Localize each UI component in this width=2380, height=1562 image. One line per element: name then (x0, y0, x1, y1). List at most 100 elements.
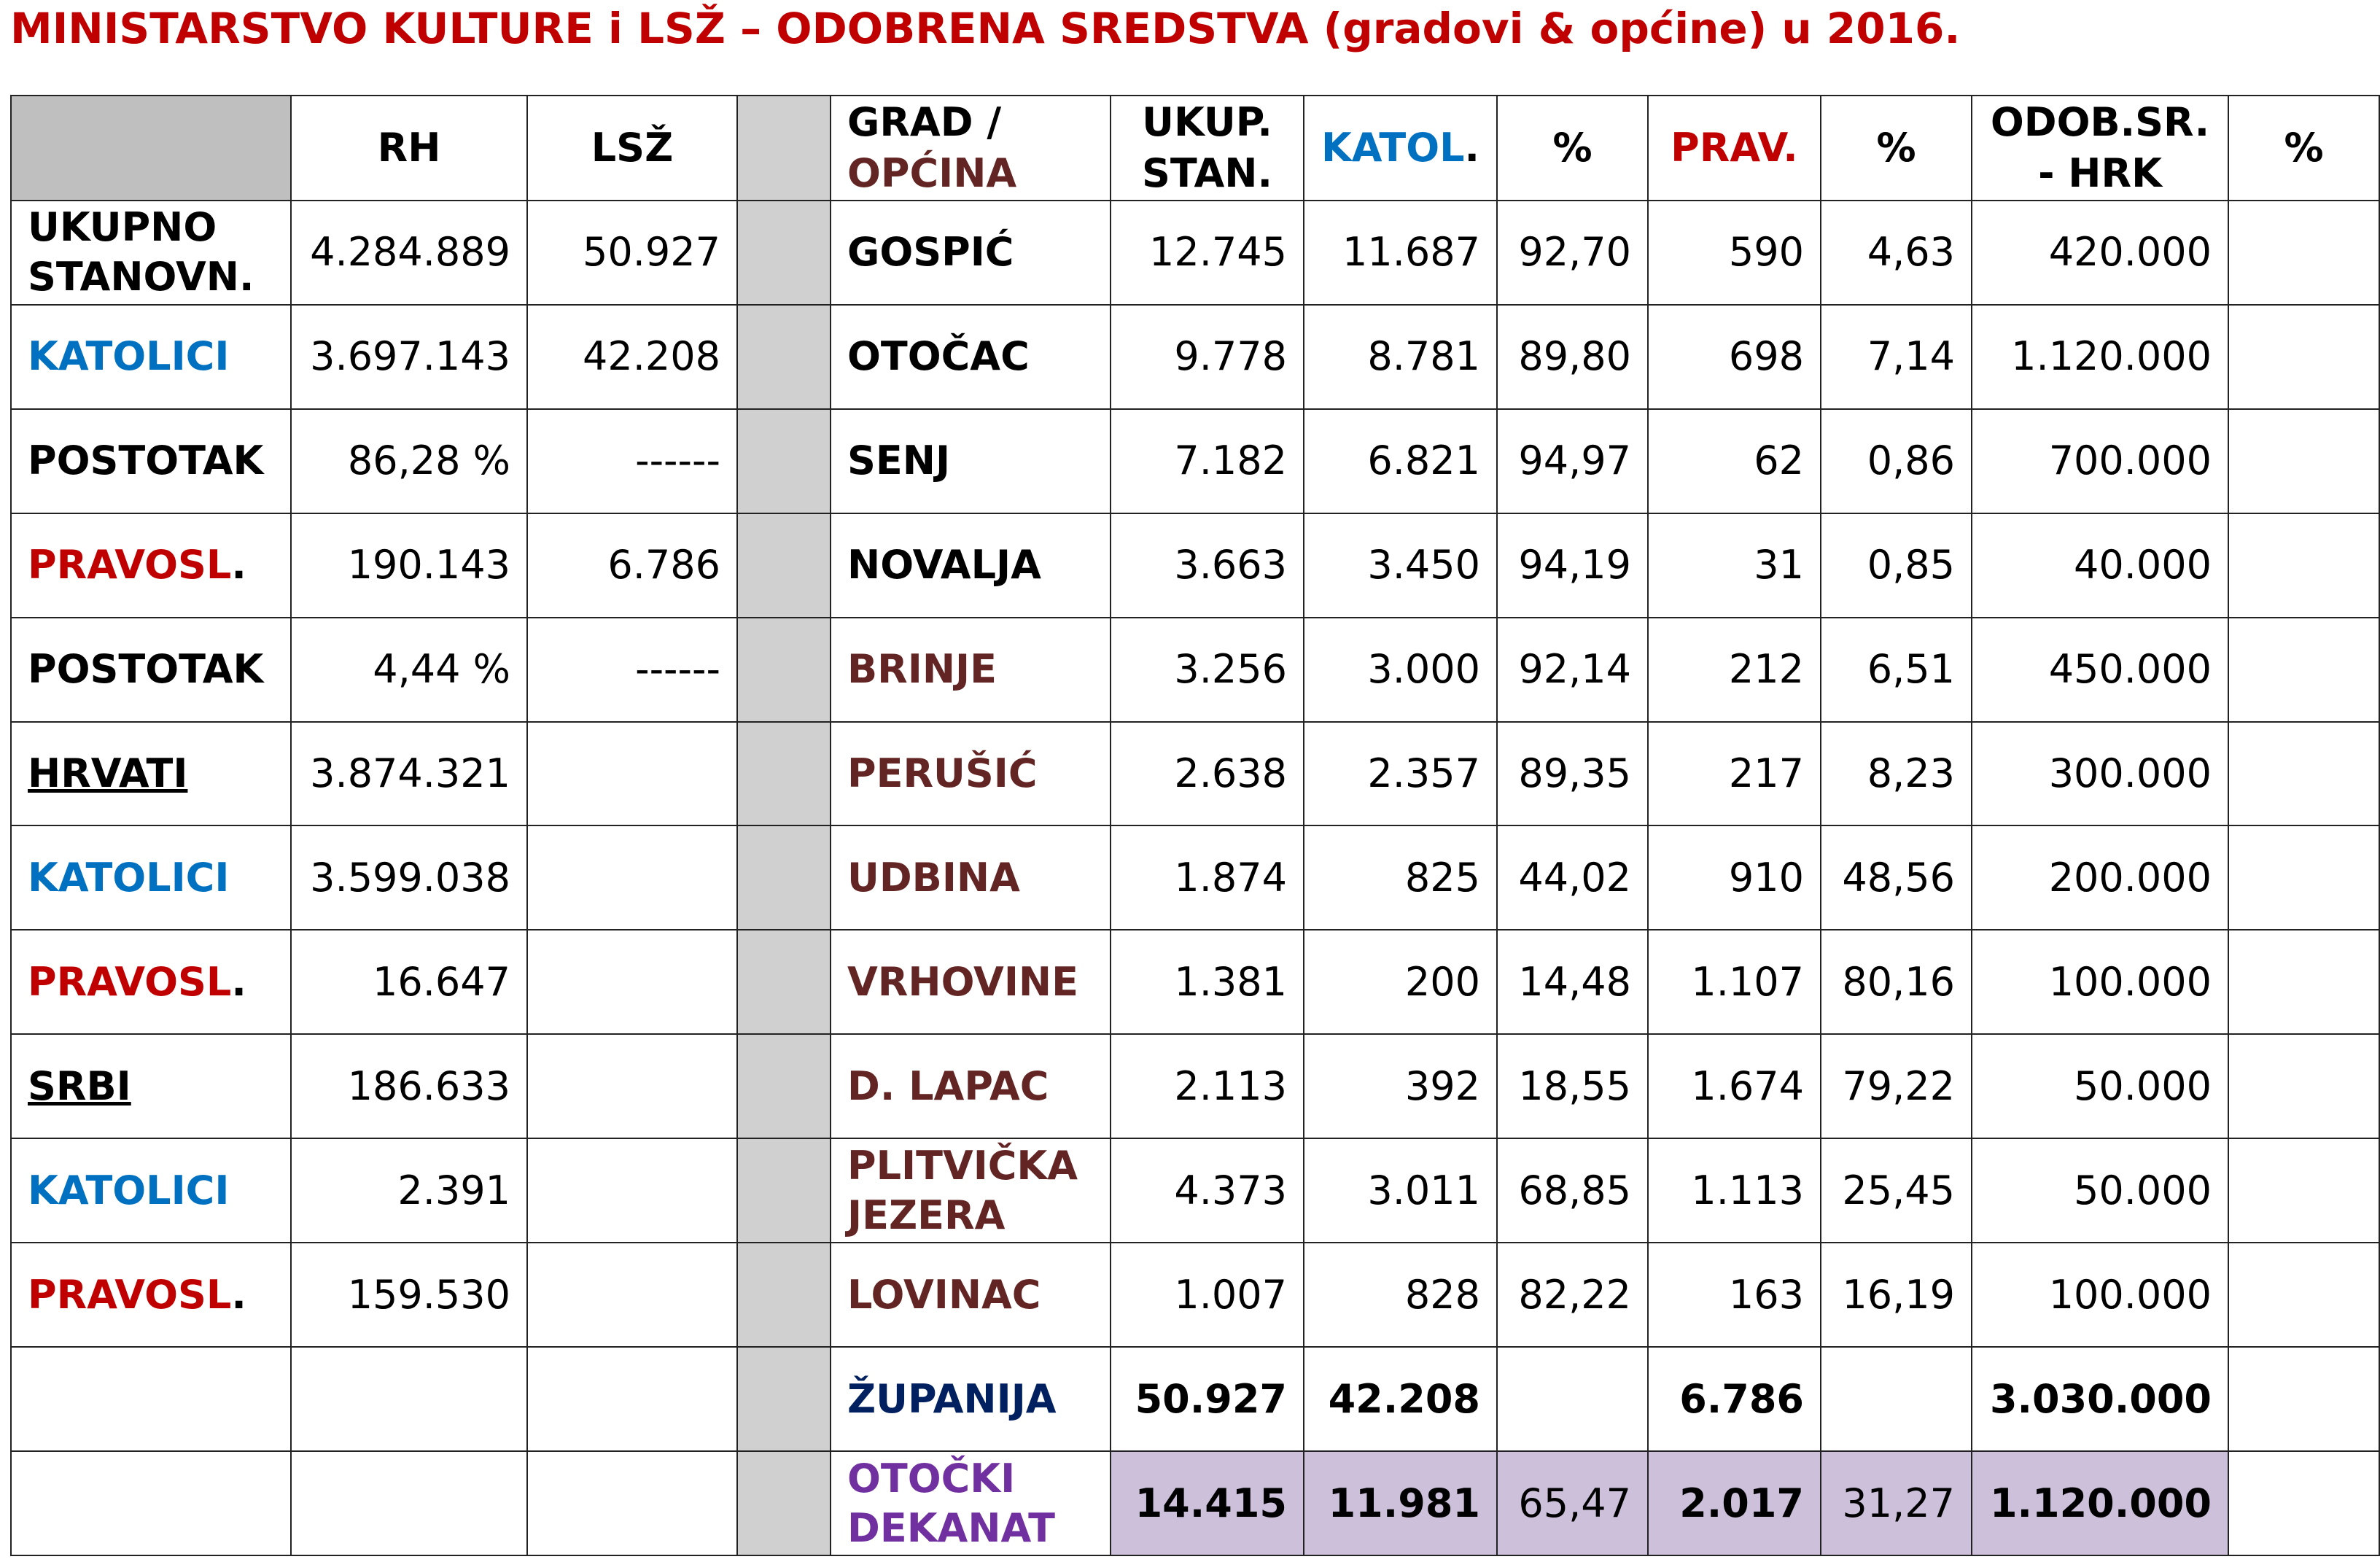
ukup-value: 9.778 (1110, 303, 1304, 410)
odob-value: 40.000 (1971, 512, 2229, 618)
zupanija-prav: 6.786 (1647, 1346, 1821, 1452)
rh-value: 4,44 % (290, 616, 528, 723)
empty-cell (10, 1346, 292, 1452)
row-label-dot: . (231, 1271, 246, 1318)
ukup-value: 12.745 (1110, 199, 1304, 306)
zupanija-ukup: 50.927 (1110, 1346, 1304, 1452)
odob-value: 50.000 (1971, 1033, 2229, 1140)
katol-pct-value: 94,97 (1496, 408, 1649, 514)
table-row: HRVATI 3.874.321 PERUŠIĆ 2.638 2.357 89,… (10, 720, 2380, 827)
dekanat-prav-pct: 31,27 (1820, 1450, 1972, 1556)
dekanat-katol-pct: 65,47 (1496, 1450, 1649, 1556)
header-ukup-stan: UKUP. STAN. (1110, 95, 1304, 201)
prav-value: 910 (1647, 825, 1821, 931)
rh-value: 4.284.889 (290, 199, 528, 306)
empty-cell (10, 1450, 292, 1556)
row-label: KATOLICI (10, 825, 292, 931)
katol-value: 2.357 (1303, 720, 1498, 827)
row-label: UKUPNO STANOVN. (10, 199, 292, 306)
separator-cell (736, 199, 831, 306)
row-label: POSTOTAK (10, 408, 292, 514)
prav-value: 1.107 (1647, 929, 1821, 1035)
katol-pct-value: 68,85 (1496, 1138, 1649, 1244)
katol-value: 8.781 (1303, 303, 1498, 410)
dekanat-katol: 11.981 (1303, 1450, 1498, 1556)
table-row: PRAVOSL. 159.530 LOVINAC 1.007 828 82,22… (10, 1242, 2380, 1348)
prav-pct-value: 25,45 (1820, 1138, 1972, 1244)
rh-value: 2.391 (290, 1138, 528, 1244)
header-rh: RH (290, 95, 528, 201)
row-label-text: PRAVOSL (28, 1271, 232, 1318)
katol-pct-value: 92,70 (1496, 199, 1649, 306)
header-pct-odob: % (2228, 95, 2380, 201)
dekanat-name-line2: DEKANAT (847, 1504, 1055, 1551)
odob-pct-value (2228, 720, 2380, 827)
prav-value: 212 (1647, 616, 1821, 723)
separator-cell (736, 303, 831, 410)
katol-pct-value: 14,48 (1496, 929, 1649, 1035)
ukup-value: 3.256 (1110, 616, 1304, 723)
odob-pct-value (2228, 199, 2380, 306)
town-name: OTOČAC (830, 303, 1111, 410)
table-row: UKUPNO STANOVN. 4.284.889 50.927 GOSPIĆ … (10, 199, 2380, 306)
separator-cell (736, 1138, 831, 1244)
prav-pct-value: 8,23 (1820, 720, 1972, 827)
katol-value: 11.687 (1303, 199, 1498, 306)
town-name: LOVINAC (830, 1242, 1111, 1348)
funding-table: RH LSŽ GRAD / OPĆINA UKUP. STAN. KATOL. … (10, 95, 2380, 1556)
ukup-value: 7.182 (1110, 408, 1304, 514)
lsz-value: ------ (526, 616, 738, 723)
town-name: SENJ (830, 408, 1111, 514)
ukup-value: 3.663 (1110, 512, 1304, 618)
row-label: PRAVOSL. (10, 512, 292, 618)
rh-value: 3.599.038 (290, 825, 528, 931)
row-label-dot: . (231, 958, 246, 1005)
town-name-line1: PLITVIČKA (847, 1142, 1078, 1189)
separator-cell (736, 1242, 831, 1348)
table-row: KATOLICI 3.697.143 42.208 OTOČAC 9.778 8… (10, 303, 2380, 410)
katol-pct-value: 82,22 (1496, 1242, 1649, 1348)
prav-value: 163 (1647, 1242, 1821, 1348)
header-odob-line2: - HRK (2038, 149, 2162, 196)
ukup-value: 1.007 (1110, 1242, 1304, 1348)
header-grad-opcina: GRAD / OPĆINA (830, 95, 1111, 201)
dekanat-row: OTOČKI DEKANAT 14.415 11.981 65,47 2.017… (10, 1450, 2380, 1556)
empty-cell (526, 1346, 738, 1452)
rh-value: 159.530 (290, 1242, 528, 1348)
header-katol-dot: . (1464, 124, 1480, 171)
prav-value: 31 (1647, 512, 1821, 618)
dekanat-name: OTOČKI DEKANAT (830, 1450, 1111, 1556)
prav-value: 217 (1647, 720, 1821, 827)
katol-pct-value: 92,14 (1496, 616, 1649, 723)
row-label-line2: STANOVN. (28, 254, 254, 300)
row-label: PRAVOSL. (10, 1242, 292, 1348)
odob-pct-value (2228, 929, 2380, 1035)
katol-value: 6.821 (1303, 408, 1498, 514)
row-label: POSTOTAK (10, 616, 292, 723)
prav-value: 590 (1647, 199, 1821, 306)
prav-value: 698 (1647, 303, 1821, 410)
town-name: PLITVIČKA JEZERA (830, 1138, 1111, 1244)
odob-pct-value (2228, 303, 2380, 410)
katol-pct-value: 18,55 (1496, 1033, 1649, 1140)
rh-value: 3.874.321 (290, 720, 528, 827)
header-prav: PRAV. (1647, 95, 1821, 201)
zupanija-odob: 3.030.000 (1971, 1346, 2229, 1452)
ukup-value: 1.874 (1110, 825, 1304, 931)
town-name: VRHOVINE (830, 929, 1111, 1035)
dekanat-ukup: 14.415 (1110, 1450, 1304, 1556)
row-label: PRAVOSL. (10, 929, 292, 1035)
separator-cell (736, 1033, 831, 1140)
row-label-dot: . (231, 542, 246, 588)
katol-pct-value: 94,19 (1496, 512, 1649, 618)
odob-value: 200.000 (1971, 825, 2229, 931)
table-row: POSTOTAK 4,44 % ------ BRINJE 3.256 3.00… (10, 616, 2380, 723)
prav-value: 62 (1647, 408, 1821, 514)
table-row: KATOLICI 2.391 PLITVIČKA JEZERA 4.373 3.… (10, 1138, 2380, 1244)
header-pct-katol: % (1496, 95, 1649, 201)
rh-value: 86,28 % (290, 408, 528, 514)
rh-value: 186.633 (290, 1033, 528, 1140)
header-row: RH LSŽ GRAD / OPĆINA UKUP. STAN. KATOL. … (10, 95, 2380, 201)
odob-value: 420.000 (1971, 199, 2229, 306)
odob-pct-value (2228, 1033, 2380, 1140)
